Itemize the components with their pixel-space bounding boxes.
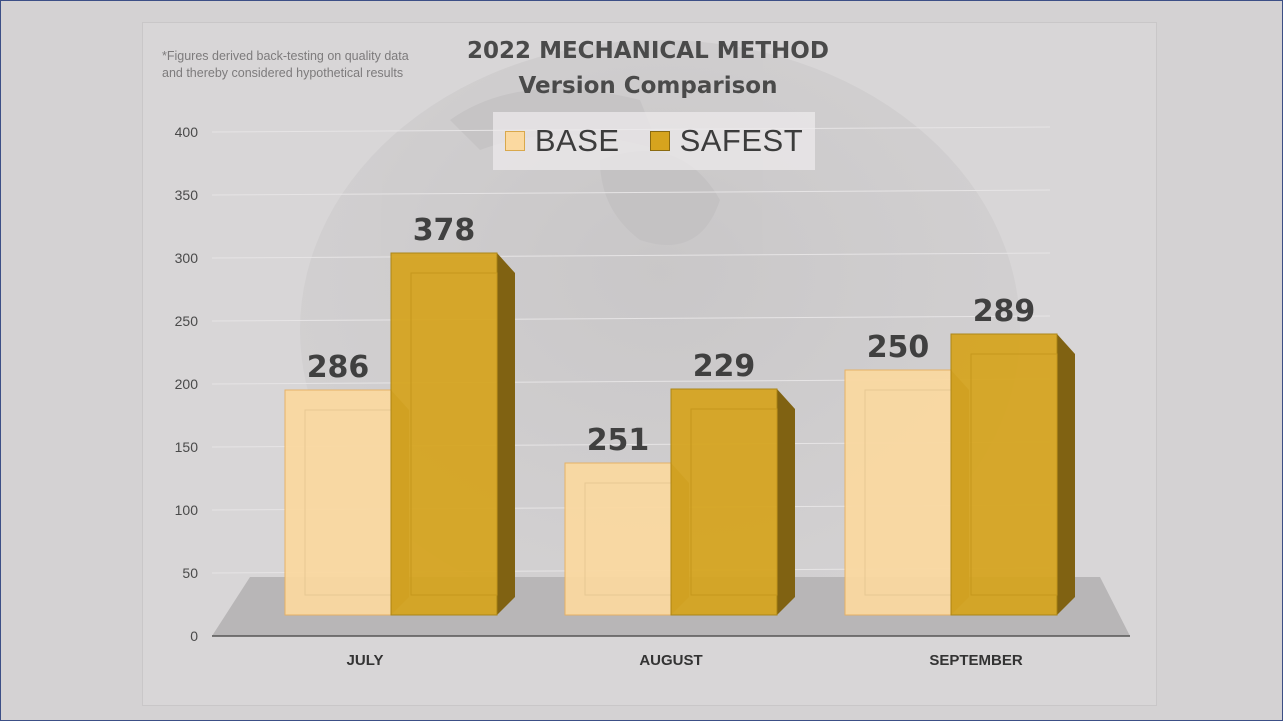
- value-label-safest-august: 229: [693, 349, 756, 384]
- value-label-base-august: 251: [587, 423, 650, 458]
- bar-front-face: [284, 389, 392, 616]
- x-tick-label-august: AUGUST: [639, 652, 702, 669]
- value-label-base-september: 250: [867, 330, 930, 365]
- value-labels: 286 378 251 229 250 289: [307, 213, 1036, 458]
- chart-title-block: 2022 MECHANICAL METHOD Version Compariso…: [448, 34, 848, 104]
- y-tick-label: 350: [175, 187, 199, 203]
- grid-line: [211, 189, 1051, 196]
- x-axis-labels: JULY AUGUST SEPTEMBER: [347, 652, 1023, 669]
- value-label-base-july: 286: [307, 350, 370, 385]
- legend-swatch-safest: [649, 131, 670, 151]
- y-tick-label: 200: [175, 376, 199, 392]
- y-tick-label: 250: [175, 313, 199, 329]
- bar-side-face: [1057, 334, 1075, 615]
- value-label-safest-september: 289: [973, 294, 1036, 329]
- bar-front-face: [390, 252, 498, 616]
- y-tick-label: 150: [175, 439, 199, 455]
- y-tick-label: 50: [182, 565, 198, 581]
- bar-inner-edge: [690, 408, 778, 596]
- value-label-safest-july: 378: [413, 213, 476, 248]
- y-tick-label: 300: [175, 250, 199, 266]
- legend-item-base: BASE: [504, 123, 620, 159]
- bars: [284, 252, 1075, 616]
- bar-inner-edge: [410, 272, 498, 596]
- legend: BASE SAFEST: [493, 112, 815, 170]
- grid-line: [211, 252, 1051, 259]
- chart-title: 2022 MECHANICAL METHOD: [467, 38, 829, 64]
- bar-inner-edge: [970, 353, 1058, 596]
- disclaimer-line-2: and thereby considered hypothetical resu…: [162, 66, 404, 80]
- bar-base-august: [564, 462, 689, 616]
- disclaimer-note: *Figures derived back-testing on quality…: [162, 48, 462, 82]
- bar-safest-september: [950, 333, 1075, 616]
- legend-item-safest: SAFEST: [649, 123, 804, 159]
- y-tick-label: 0: [190, 628, 198, 644]
- bar-side-face: [777, 389, 795, 615]
- bar-base-july: [284, 389, 409, 616]
- bar-front-face: [950, 333, 1058, 616]
- bar-front-face: [564, 462, 672, 616]
- y-axis: 0 50 100 150 200 250 300 350 400: [175, 124, 199, 644]
- legend-label-safest: SAFEST: [679, 123, 804, 158]
- bar-safest-august: [670, 388, 795, 616]
- x-tick-label-september: SEPTEMBER: [929, 652, 1023, 669]
- bar-side-face: [497, 253, 515, 615]
- bar-safest-july: [390, 252, 515, 616]
- x-tick-label-july: JULY: [347, 652, 384, 669]
- legend-swatch-base: [504, 131, 525, 151]
- legend-label-base: BASE: [534, 123, 620, 158]
- bar-base-september: [844, 369, 969, 616]
- grid-line: [211, 315, 1051, 322]
- y-tick-label: 400: [175, 124, 199, 140]
- chart-subtitle: Version Comparison: [518, 73, 778, 99]
- bar-front-face: [670, 388, 778, 616]
- bar-front-face: [844, 369, 952, 616]
- disclaimer-line-1: *Figures derived back-testing on quality…: [162, 49, 409, 63]
- y-tick-label: 100: [175, 502, 199, 518]
